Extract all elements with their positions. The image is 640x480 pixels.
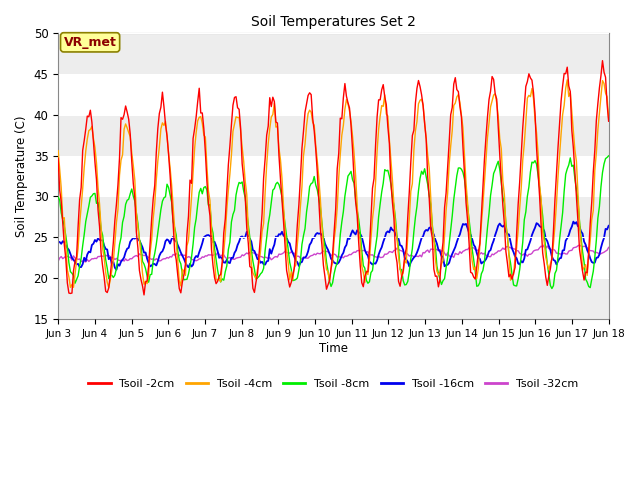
- Tsoil -16cm: [54, 239, 62, 244]
- Bar: [58, 115, 609, 156]
- Bar: [58, 278, 609, 319]
- Legend: Tsoil -2cm, Tsoil -4cm, Tsoil -8cm, Tsoil -16cm, Tsoil -32cm: Tsoil -2cm, Tsoil -4cm, Tsoil -8cm, Tsoi…: [84, 375, 583, 394]
- Title: Soil Temperatures Set 2: Soil Temperatures Set 2: [251, 15, 416, 29]
- Tsoil -32cm: [605, 244, 612, 250]
- Tsoil -4cm: [124, 125, 131, 131]
- Line: Tsoil -8cm: Tsoil -8cm: [58, 156, 609, 288]
- Tsoil -4cm: [605, 115, 612, 120]
- Tsoil -2cm: [220, 230, 228, 236]
- Tsoil -32cm: [248, 249, 255, 255]
- Tsoil -2cm: [140, 292, 148, 298]
- Text: VR_met: VR_met: [63, 36, 116, 49]
- Tsoil -4cm: [220, 250, 228, 255]
- Tsoil -32cm: [296, 255, 304, 261]
- Tsoil -4cm: [248, 261, 255, 267]
- Tsoil -2cm: [238, 161, 246, 167]
- Bar: [58, 196, 609, 237]
- Line: Tsoil -16cm: Tsoil -16cm: [58, 222, 609, 270]
- Tsoil -32cm: [54, 258, 62, 264]
- Tsoil -16cm: [296, 260, 304, 265]
- Tsoil -4cm: [296, 204, 304, 209]
- Tsoil -8cm: [237, 180, 244, 186]
- Tsoil -2cm: [248, 265, 255, 271]
- Tsoil -16cm: [124, 246, 131, 252]
- Tsoil -4cm: [54, 148, 62, 154]
- Tsoil -16cm: [570, 219, 577, 225]
- Tsoil -2cm: [575, 247, 583, 252]
- Tsoil -4cm: [105, 285, 113, 290]
- Tsoil -8cm: [548, 286, 556, 291]
- Line: Tsoil -4cm: Tsoil -4cm: [58, 80, 609, 288]
- Tsoil -32cm: [540, 242, 548, 248]
- Tsoil -4cm: [563, 77, 571, 83]
- Tsoil -16cm: [220, 260, 228, 265]
- X-axis label: Time: Time: [319, 342, 348, 355]
- Tsoil -8cm: [54, 194, 62, 200]
- Tsoil -2cm: [296, 175, 304, 181]
- Tsoil -8cm: [218, 276, 226, 282]
- Tsoil -16cm: [577, 228, 585, 234]
- Tsoil -32cm: [238, 252, 246, 258]
- Tsoil -8cm: [605, 153, 612, 159]
- Line: Tsoil -2cm: Tsoil -2cm: [58, 60, 609, 295]
- Tsoil -2cm: [605, 119, 612, 124]
- Tsoil -8cm: [246, 234, 253, 240]
- Tsoil -2cm: [54, 156, 62, 161]
- Tsoil -8cm: [295, 267, 303, 273]
- Tsoil -2cm: [598, 58, 606, 63]
- Tsoil -16cm: [605, 223, 612, 228]
- Tsoil -32cm: [124, 258, 131, 264]
- Tsoil -8cm: [575, 218, 583, 224]
- Tsoil -4cm: [577, 240, 585, 246]
- Tsoil -32cm: [220, 252, 228, 258]
- Tsoil -32cm: [82, 259, 90, 265]
- Tsoil -2cm: [122, 103, 129, 109]
- Tsoil -16cm: [238, 234, 246, 240]
- Tsoil -4cm: [238, 144, 246, 150]
- Tsoil -16cm: [248, 239, 255, 245]
- Tsoil -16cm: [113, 267, 120, 273]
- Tsoil -32cm: [577, 243, 585, 249]
- Bar: [58, 33, 609, 74]
- Line: Tsoil -32cm: Tsoil -32cm: [58, 245, 609, 262]
- Y-axis label: Soil Temperature (C): Soil Temperature (C): [15, 115, 28, 237]
- Tsoil -8cm: [122, 202, 129, 207]
